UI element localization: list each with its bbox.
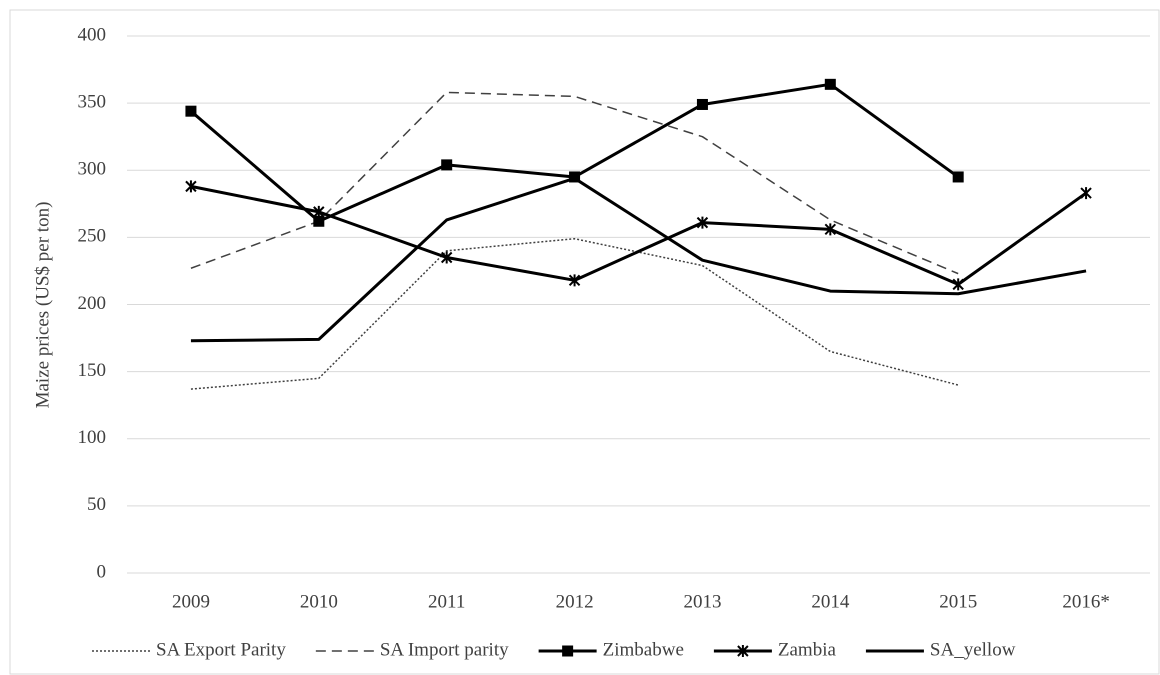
chart-frame xyxy=(9,9,1160,675)
y-tick-label: 100 xyxy=(78,427,107,448)
y-tick-label: 0 xyxy=(97,561,107,582)
legend-label: SA Export Parity xyxy=(156,639,286,660)
data-point xyxy=(185,105,197,117)
x-tick-label: 2016* xyxy=(1062,591,1110,612)
x-tick-label: 2014 xyxy=(811,591,850,612)
x-tick-label: 2010 xyxy=(300,591,338,612)
x-tick-label: 2015 xyxy=(939,591,977,612)
y-axis-label: Maize prices (US$ per ton) xyxy=(32,202,53,409)
y-tick-label: 250 xyxy=(78,226,107,247)
legend-label: SA_yellow xyxy=(930,639,1016,660)
data-point xyxy=(1080,187,1092,200)
data-point xyxy=(696,216,709,229)
series-line xyxy=(190,237,959,390)
data-point xyxy=(313,215,325,227)
data-point xyxy=(824,223,837,236)
x-tick-label: 2013 xyxy=(683,591,721,612)
data-point xyxy=(824,78,836,90)
y-tick-label: 350 xyxy=(78,91,107,112)
x-tick-label: 2011 xyxy=(428,591,465,612)
data-point xyxy=(440,251,453,264)
x-tick-label: 2009 xyxy=(172,591,210,612)
y-tick-label: 50 xyxy=(87,494,106,515)
legend-label: SA Import parity xyxy=(380,639,509,660)
series-line xyxy=(190,176,1087,343)
legend-label: Zimbabwe xyxy=(603,639,684,660)
data-point xyxy=(952,171,964,183)
y-tick-label: 150 xyxy=(78,360,107,381)
data-point xyxy=(696,98,708,110)
y-tick-label: 300 xyxy=(78,159,107,180)
series-line xyxy=(190,184,1087,286)
data-point xyxy=(441,159,453,171)
legend-marker xyxy=(737,645,749,657)
data-point xyxy=(568,274,581,287)
x-tick-label: 2012 xyxy=(556,591,594,612)
data-point xyxy=(952,278,964,291)
legend-label: Zambia xyxy=(778,639,837,660)
y-tick-label: 400 xyxy=(78,24,107,45)
data-point xyxy=(185,180,197,193)
data-point xyxy=(313,205,325,218)
legend-marker xyxy=(562,645,574,657)
y-tick-label: 200 xyxy=(78,293,107,314)
